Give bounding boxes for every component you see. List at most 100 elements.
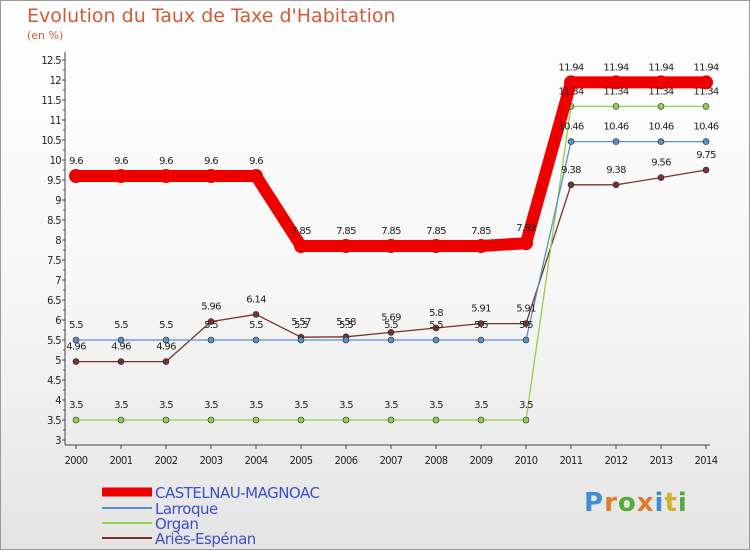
data-point [612, 103, 620, 110]
data-label: 7.85 [426, 226, 446, 237]
data-label: 11.34 [693, 86, 718, 97]
series-2-labels: 5.5 5.5 5.5 5.5 5.5 5.5 5.5 5.5 5.5 5.5 5.5 10.46 10… [69, 122, 720, 331]
data-label: 9.6 [69, 156, 83, 167]
data-point [567, 181, 575, 189]
data-label: 7.85 [336, 226, 356, 237]
data-point [654, 75, 668, 90]
data-label: 5.5 [519, 320, 533, 331]
series-4 [72, 166, 710, 365]
x-tick-label: 2014 [695, 454, 718, 467]
y-tick-label: 7 [55, 274, 61, 287]
x-tick-label: 2001 [110, 454, 133, 467]
data-point [612, 181, 620, 189]
data-label: 5.5 [114, 320, 128, 331]
data-point [432, 324, 440, 332]
series-4-labels: 4.96 4.96 4.96 5.96 6.14 5.57 5.58 5.69 5.8 5.91 5… [66, 150, 717, 353]
data-label: 5.5 [474, 320, 488, 331]
data-label: 11.34 [603, 86, 628, 97]
data-label: 4.96 [156, 342, 176, 353]
data-point [522, 416, 530, 424]
data-label: 10.46 [648, 122, 673, 133]
x-tick-label: 2009 [470, 454, 493, 467]
data-label: 5.96 [201, 302, 221, 313]
data-point [72, 358, 80, 365]
series-2 [72, 138, 710, 344]
data-point [657, 174, 665, 181]
data-point [387, 416, 395, 424]
data-point [339, 239, 353, 253]
data-point [564, 75, 578, 90]
data-label: 9.6 [159, 156, 173, 167]
data-label: 9.6 [204, 156, 218, 167]
data-labels: 9.6 9.6 9.6 9.6 9.6 7.85 7.85 7.85 7.85 7.85 7.92 1… [66, 62, 719, 411]
logo-letter: o [617, 488, 637, 518]
data-point [249, 169, 263, 183]
data-point [72, 416, 80, 424]
x-tick-label: 2007 [380, 454, 403, 467]
x-tick-label: 2012 [605, 454, 628, 467]
data-point [159, 169, 173, 183]
logo-letter: t [664, 488, 678, 518]
data-label: 4.96 [111, 342, 131, 353]
logo-letter: x [636, 488, 655, 518]
data-label: 3.5 [294, 400, 308, 411]
data-point [114, 169, 128, 183]
data-point [387, 336, 395, 344]
data-label: 9.56 [651, 158, 671, 169]
y-tick-label: 6 [55, 314, 61, 327]
y-tick-label: 7.5 [47, 254, 61, 267]
data-label: 9.6 [249, 156, 263, 167]
data-label: 5.5 [294, 320, 308, 331]
data-point [522, 320, 530, 327]
series-line [75, 105, 707, 421]
data-label: 11.34 [558, 86, 583, 97]
data-label: 5.58 [336, 317, 356, 328]
data-point [69, 169, 83, 183]
x-tick-label: 2008 [425, 454, 448, 467]
y-tick-label: 4.5 [47, 374, 61, 387]
data-point [384, 239, 398, 253]
data-point [702, 103, 710, 110]
data-label: 5.5 [69, 320, 83, 331]
legend-label: Larroque [155, 500, 218, 518]
legend-label: Ariès-Espénan [155, 530, 256, 548]
data-label: 3.5 [519, 400, 533, 411]
data-point [342, 416, 350, 424]
data-point [612, 138, 620, 145]
x-tick-label: 2011 [560, 454, 583, 467]
y-tick-label: 12 [50, 74, 62, 87]
x-tick-label: 2010 [515, 454, 538, 467]
data-point [117, 336, 125, 344]
data-label: 3.5 [339, 400, 353, 411]
data-label: 3.5 [429, 400, 443, 411]
data-label: 11.94 [648, 62, 673, 73]
data-point [252, 336, 260, 344]
data-label: 5.91 [516, 304, 536, 315]
data-label: 5.91 [471, 304, 491, 315]
data-point [252, 311, 260, 318]
y-tick-label: 8 [55, 234, 61, 247]
legend-label: CASTELNAU-MAGNOAC [155, 484, 319, 502]
x-tick-label: 2003 [200, 454, 223, 467]
data-point [432, 336, 440, 344]
data-point [207, 318, 215, 325]
y-tick-label: 4 [55, 394, 61, 407]
series-1-labels: 9.6 9.6 9.6 9.6 9.6 7.85 7.85 7.85 7.85 7.85 7.92 1… [69, 62, 720, 237]
data-point [522, 336, 530, 344]
data-label: 5.5 [384, 320, 398, 331]
data-point [204, 169, 218, 183]
data-label: 9.38 [606, 165, 626, 176]
data-label: 5.5 [249, 320, 263, 331]
data-point [252, 416, 260, 424]
data-point [162, 336, 170, 344]
data-label: 5.5 [429, 320, 443, 331]
series-3-labels: 3.5 3.5 3.5 3.5 3.5 3.5 3.5 3.5 3.5 3.5 3.5 11.34 11… [69, 86, 720, 411]
data-point [117, 416, 125, 424]
data-label: 9.6 [114, 156, 128, 167]
logo-letter: r [604, 488, 618, 518]
x-tick-label: 2006 [335, 454, 358, 467]
logo-letter: i [654, 488, 665, 518]
data-point [162, 416, 170, 424]
data-label: 5.57 [291, 317, 311, 328]
